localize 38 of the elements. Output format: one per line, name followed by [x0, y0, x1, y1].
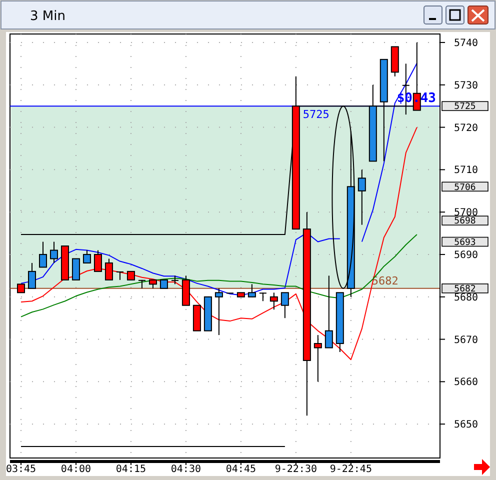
candlestick	[358, 169, 366, 226]
candlestick	[314, 334, 322, 382]
y-tick-label: 5690	[454, 250, 478, 261]
line-series	[20, 126, 418, 360]
line-series	[20, 234, 418, 318]
y-tick-label: 5670	[454, 334, 478, 346]
x-tick-label: 9-22:45	[330, 464, 372, 475]
ref-line-label: 5725	[302, 108, 330, 122]
x-tick-label: 03:45	[6, 464, 36, 475]
x-tick-label: 9-22:30	[274, 464, 318, 475]
candlestick	[324, 275, 333, 348]
candlestick	[50, 241, 58, 264]
y2-tick-label: 5725	[454, 102, 476, 112]
candlestick	[28, 262, 36, 289]
y2-tick-label: 5706	[454, 182, 476, 193]
y-tick-label: 5730	[454, 80, 478, 92]
y-tick-label: 5680	[454, 292, 478, 304]
x-tick-label: 04:00	[60, 464, 92, 475]
y2-tick-label: 5693	[454, 238, 476, 248]
candlestick	[104, 258, 113, 280]
y-tick-label: 5740	[454, 38, 478, 49]
y-tick-label: 5710	[454, 165, 478, 176]
y-tick-label: 5720	[454, 122, 478, 134]
y-tick-label: 5660	[454, 377, 478, 388]
x-tick-label: 04:30	[170, 464, 202, 475]
y2-tick-label: 5698	[454, 216, 476, 227]
chart-title: 3 Min	[30, 9, 66, 24]
y-tick-label: 5650	[454, 420, 478, 431]
candlestick	[82, 250, 91, 264]
x-tick-label: 04:15	[116, 464, 146, 475]
candlestick	[248, 284, 256, 298]
candlestick	[270, 292, 278, 310]
x-tick-label: 04:45	[226, 464, 256, 475]
candlestick	[214, 288, 223, 336]
candlestick	[94, 250, 102, 272]
candlestick	[38, 241, 47, 268]
candlestick	[72, 258, 80, 280]
candlestick	[280, 292, 289, 319]
